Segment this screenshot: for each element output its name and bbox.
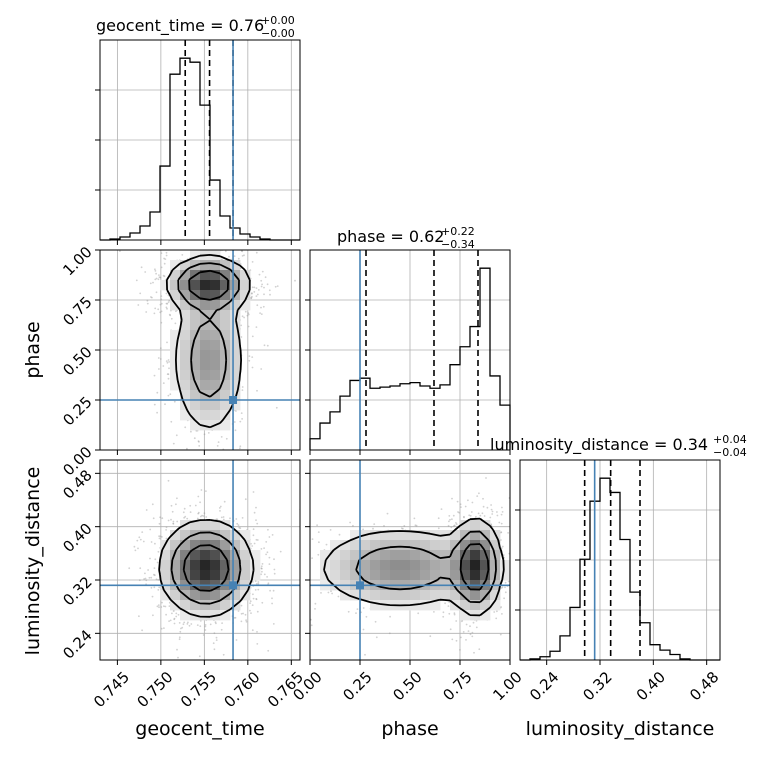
- geocent-time-histogram: [100, 57, 300, 241]
- phase-vs-geocent-time-frame: [99, 249, 301, 451]
- title-geocent-time: geocent_time = 0.76: [96, 16, 264, 36]
- geocent-time-xtick-label-2: 0.755: [177, 668, 220, 711]
- xlabel-geocent-time: geocent_time: [135, 718, 264, 740]
- phase-vs-geocent-time-contour-2: [188, 269, 229, 301]
- title-geocent-time-median: 0.76: [229, 16, 265, 35]
- phase-vs-geocent-time-plot-area: [119, 250, 296, 450]
- luminosity-distance-xtick-label-2: 0.40: [633, 668, 669, 704]
- title-geocent-time-minus: −0.00: [261, 27, 295, 40]
- luminosity-distance-vs-geocent-time-plot-area: [128, 479, 300, 659]
- xtick-labels-luminosity-distance: 0.24 0.32 0.40 0.48: [526, 668, 722, 704]
- phase-xtick-label-4: 1.00: [489, 668, 525, 704]
- phase-vs-geocent-time-truth-marker: [229, 396, 238, 404]
- title-luminosity-distance-median: 0.34: [672, 435, 708, 454]
- geocent-time-xtick-label-1: 0.750: [134, 668, 177, 711]
- title-geocent-time-text: geocent_time =: [96, 16, 229, 36]
- panel-hist-luminosity-distance: [515, 459, 721, 665]
- geocent-time-xtick-label-3: 0.760: [220, 668, 263, 711]
- luminosity-distance-vs-geocent-time-truth-marker: [229, 581, 238, 590]
- luminosity-distance-vs-phase-frame: [309, 459, 511, 661]
- title-phase-plus: +0.22: [441, 225, 475, 238]
- geocent-time-frame: [99, 39, 301, 241]
- phase-histogram: [309, 267, 511, 450]
- panel-hist-geocent-time: [95, 39, 301, 245]
- luminosity-distance-frame: [519, 459, 721, 661]
- luminosity-distance-histogram: [520, 477, 720, 661]
- luminosity-distance-vs-geocent-time-density: [160, 520, 261, 621]
- luminosity-distance-vs-phase-truth-marker: [356, 581, 364, 590]
- phase-xtick-label-1: 0.25: [339, 668, 375, 704]
- luminosity-distance-vs-geocent-time-contour-2: [182, 544, 230, 592]
- luminosity-distance-vs-phase-plot-area: [310, 477, 510, 656]
- phase-ytick-label-2: 0.50: [59, 343, 95, 379]
- phase-xtick-label-3: 0.75: [439, 668, 475, 704]
- luminosity-distance-xtick-label-1: 0.32: [579, 668, 615, 704]
- luminosity-distance-ytick-label-1: 0.32: [59, 573, 95, 609]
- panel-2d-luminosity-distance-vs-geocent-time: [95, 459, 301, 665]
- title-phase-text: phase =: [337, 227, 409, 246]
- xtick-labels-phase: 0.00 0.25 0.50 0.75 1.00: [289, 668, 525, 704]
- luminosity-distance-xtick-label-0: 0.24: [526, 668, 562, 704]
- title-luminosity-distance-text: luminosity_distance =: [490, 435, 672, 455]
- phase-xtick-label-2: 0.50: [389, 668, 425, 704]
- xlabel-luminosity-distance: luminosity_distance: [526, 718, 715, 740]
- title-phase-median: 0.62: [409, 227, 445, 246]
- ytick-labels-luminosity-distance: 0.240.320.400.48: [59, 466, 95, 662]
- geocent-time-xtick-label-0: 0.745: [90, 668, 133, 711]
- panel-2d-luminosity-distance-vs-phase: [305, 459, 511, 665]
- luminosity-distance-vs-geocent-time-frame: [99, 459, 301, 661]
- luminosity-distance-ytick-label-0: 0.24: [59, 626, 95, 662]
- ytick-labels-phase: 0.000.250.500.751.00: [59, 243, 95, 479]
- xtick-labels-geocent-time: 0.745 0.750 0.755 0.760 0.765: [90, 668, 307, 711]
- xlabel-phase: phase: [381, 718, 438, 740]
- ylabel-luminosity-distance: luminosity_distance: [22, 467, 44, 656]
- title-phase: phase = 0.62: [337, 227, 444, 246]
- ylabel-phase: phase: [22, 321, 44, 378]
- phase-ytick-label-3: 0.75: [59, 293, 95, 329]
- title-luminosity-distance: luminosity_distance = 0.34: [490, 435, 708, 455]
- panel-2d-phase-vs-geocent-time: [95, 249, 301, 455]
- title-luminosity-distance-plus: +0.04: [713, 433, 747, 446]
- luminosity-distance-ytick-label-2: 0.40: [59, 520, 95, 556]
- panel-hist-phase: [305, 249, 511, 455]
- title-phase-minus: −0.34: [441, 238, 475, 251]
- title-luminosity-distance-minus: −0.04: [713, 446, 747, 459]
- phase-ytick-label-4: 1.00: [59, 243, 95, 279]
- phase-ytick-label-1: 0.25: [59, 393, 95, 429]
- luminosity-distance-xtick-label-3: 0.48: [686, 668, 722, 704]
- title-geocent-time-plus: +0.00: [261, 14, 295, 27]
- phase-vs-geocent-time-contour-0: [165, 254, 251, 429]
- phase-vs-geocent-time-contour-1: [177, 262, 240, 398]
- phase-frame: [309, 249, 511, 451]
